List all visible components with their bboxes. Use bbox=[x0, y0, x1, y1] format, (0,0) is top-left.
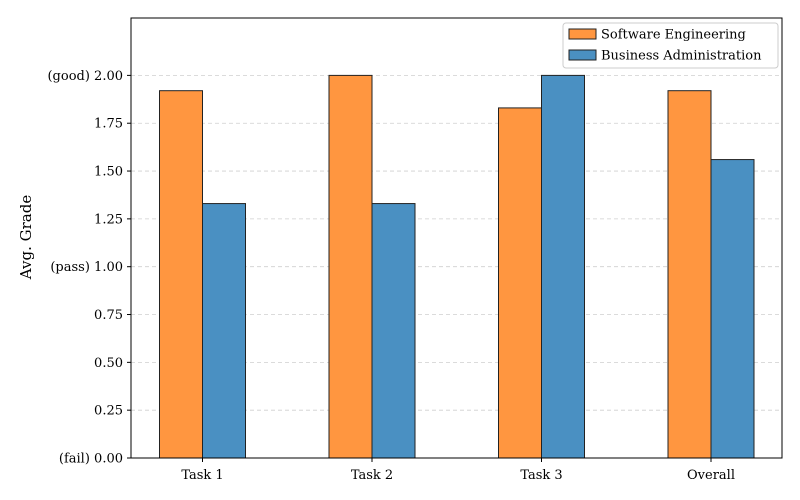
legend-label: Software Engineering bbox=[601, 28, 746, 43]
x-axis-ticks: Task 1 Task 2 Task 3 Overall bbox=[181, 458, 735, 483]
legend-label: Business Administration bbox=[601, 49, 762, 64]
y-axis-label: Avg. Grade bbox=[17, 195, 35, 281]
y-tick-label: 0.75 bbox=[94, 308, 123, 323]
legend: Software Engineering Business Administrat… bbox=[562, 22, 779, 69]
bar-business-administration bbox=[541, 74, 585, 459]
bar-software-engineering bbox=[667, 90, 712, 459]
plot-frame bbox=[130, 17, 783, 459]
legend-swatch bbox=[568, 49, 597, 61]
y-tick-label: (fail) 0.00 bbox=[59, 452, 123, 467]
y-tick-label: 1.25 bbox=[94, 212, 123, 227]
y-tick-label: 0.50 bbox=[94, 356, 123, 371]
bar-software-engineering bbox=[328, 74, 373, 459]
x-tick-label: Overall bbox=[687, 468, 735, 483]
y-axis-ticks: (fail) 0.00 0.25 0.50 0.75 (pass) 1.00 1.25 1.… bbox=[47, 69, 131, 467]
x-tick-label: Task 1 bbox=[181, 468, 223, 483]
y-tick-label: 0.25 bbox=[94, 404, 123, 419]
bar-software-engineering bbox=[159, 90, 203, 459]
bar-software-engineering bbox=[498, 107, 542, 459]
legend-box bbox=[562, 22, 779, 69]
y-tick-label: (good) 2.00 bbox=[47, 69, 123, 84]
x-tick-label: Task 2 bbox=[351, 468, 393, 483]
bar-business-administration bbox=[371, 203, 416, 459]
bar-business-administration bbox=[202, 203, 246, 459]
x-tick-label: Task 3 bbox=[520, 468, 562, 483]
bars bbox=[159, 74, 755, 459]
y-tick-label: (pass) 1.00 bbox=[50, 260, 123, 275]
y-tick-label: 1.75 bbox=[94, 117, 123, 132]
bar-business-administration bbox=[710, 159, 755, 459]
legend-swatch bbox=[568, 28, 597, 40]
y-tick-label: 1.50 bbox=[94, 165, 123, 180]
